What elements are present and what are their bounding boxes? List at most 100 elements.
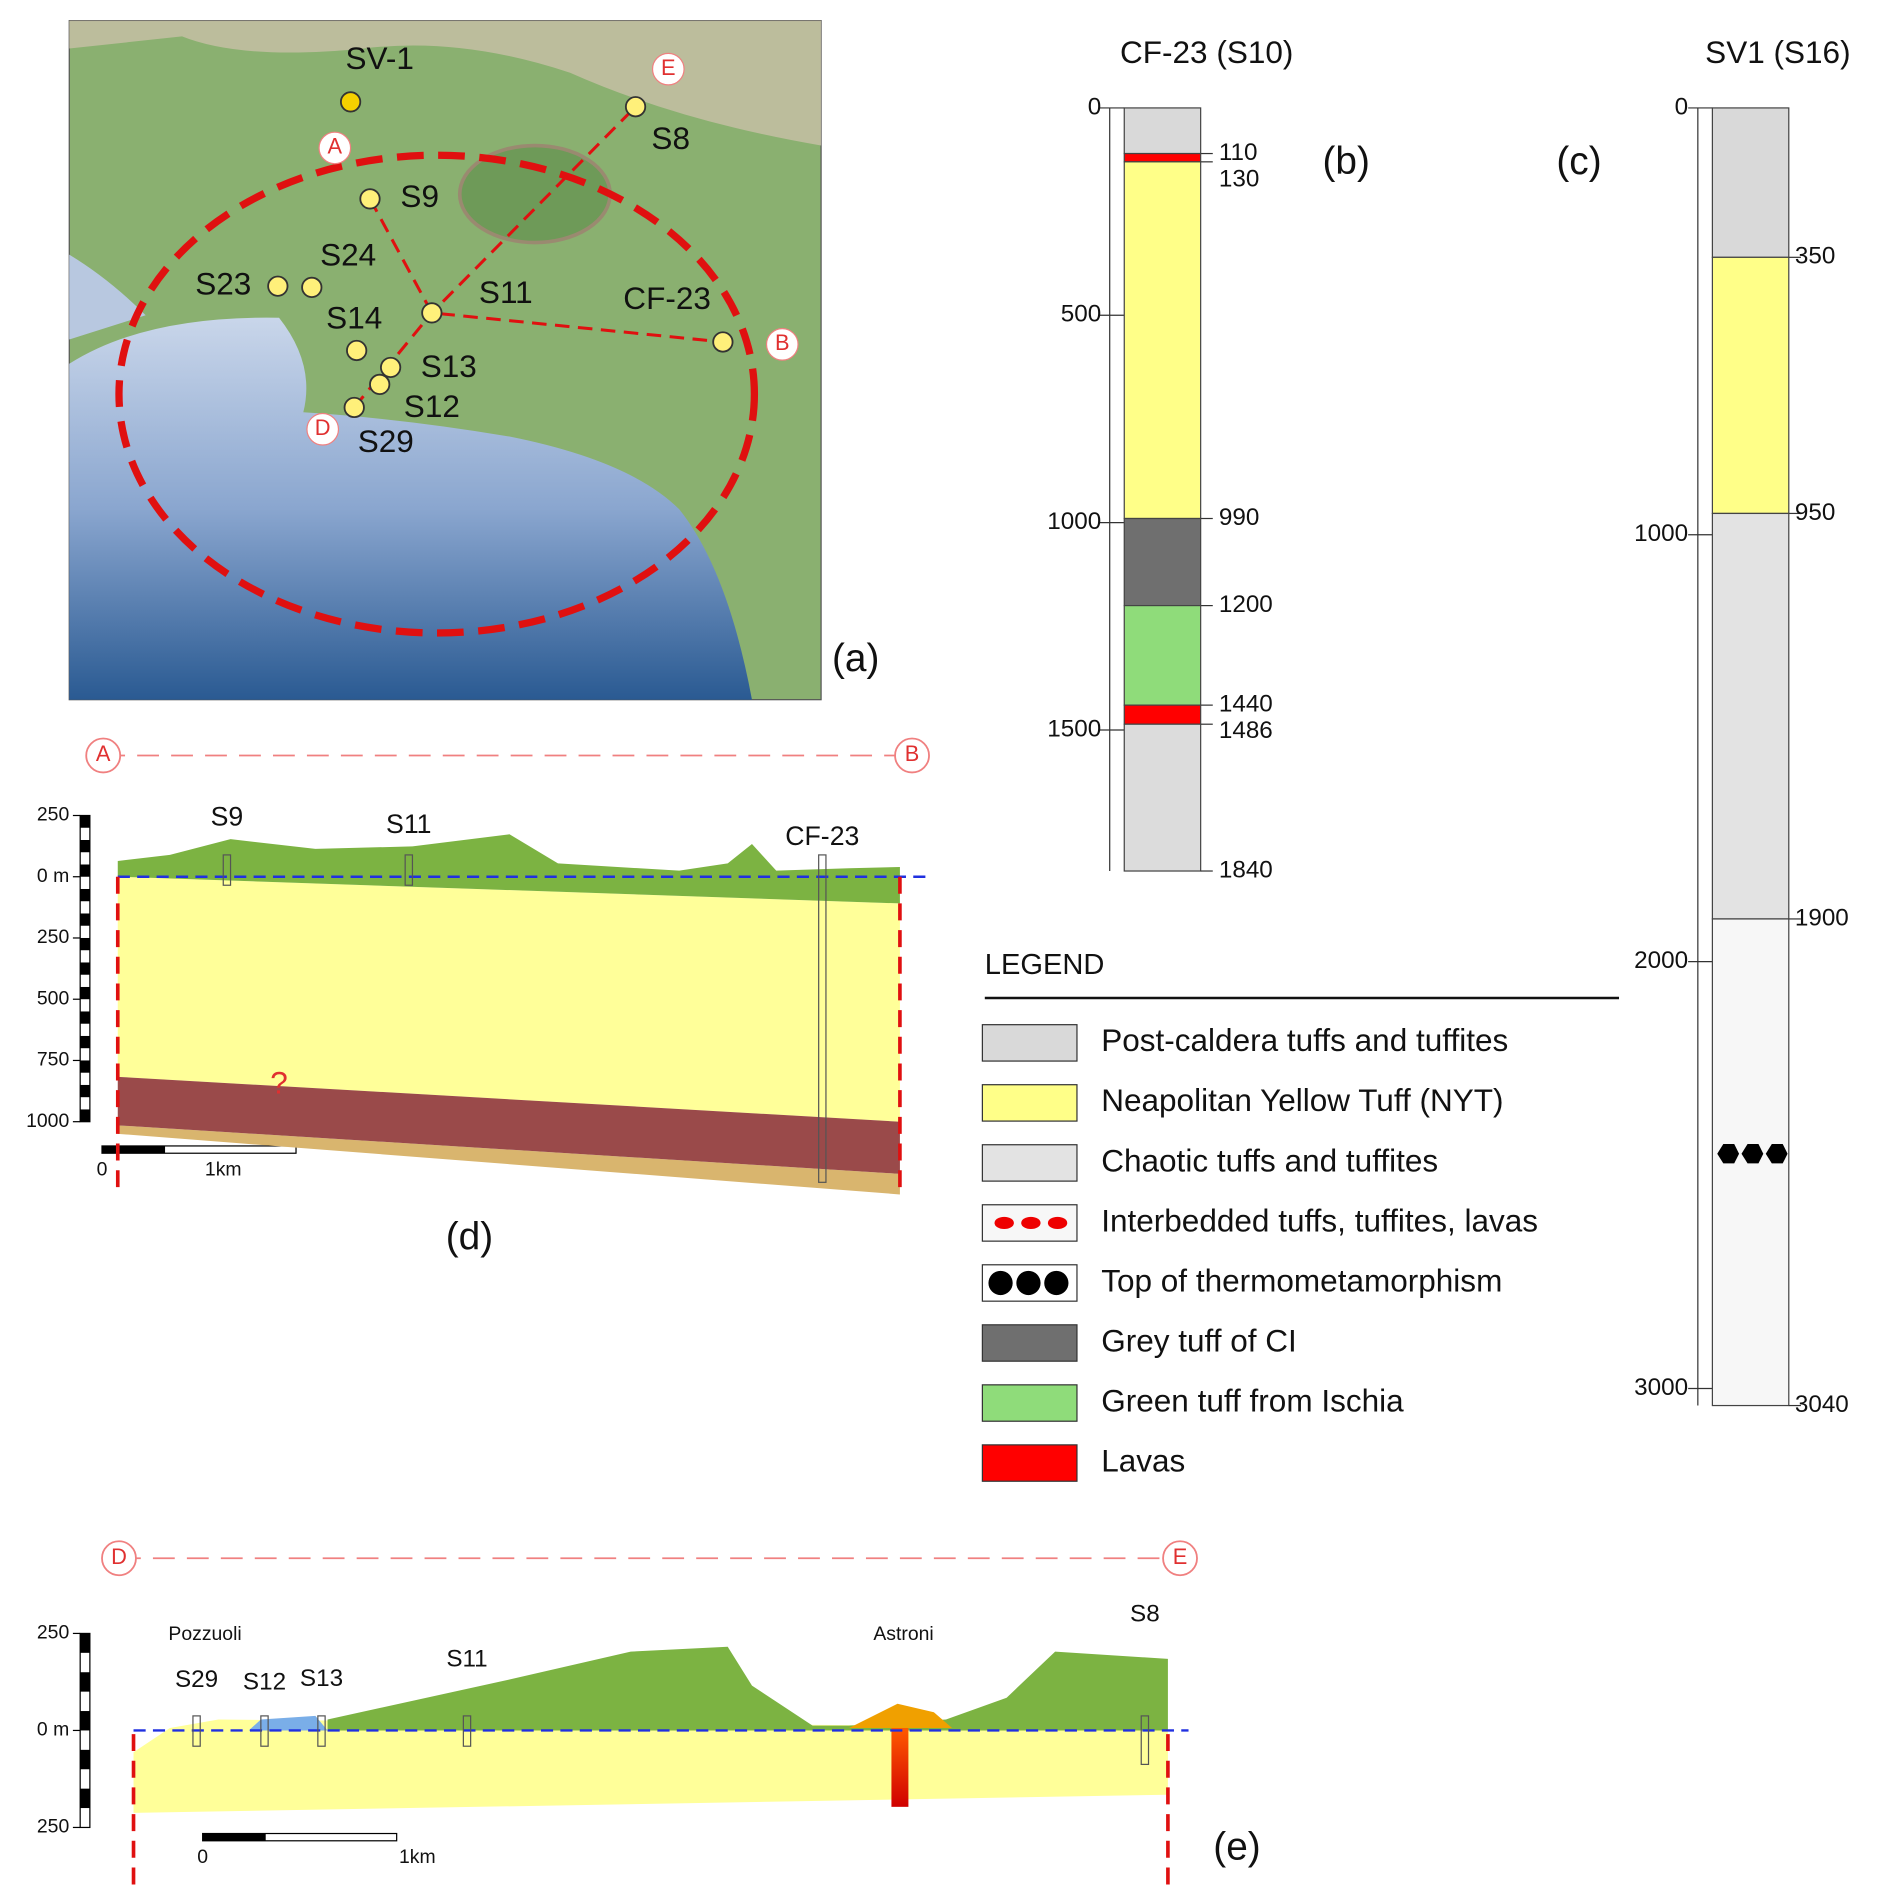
scale-block [80, 1011, 90, 1024]
log-title: SV1 (S16) [1705, 34, 1850, 70]
map [68, 20, 822, 701]
well-marker [339, 91, 362, 113]
boundary-label: 990 [1219, 504, 1259, 531]
y-tick-label: 250 [37, 1816, 70, 1838]
boundary-label: 110 [1219, 139, 1258, 166]
well [462, 1715, 472, 1747]
scale-label: 0 [197, 1846, 208, 1868]
scale-block [80, 1749, 90, 1770]
well-marker [359, 188, 381, 210]
legend-label: Neapolitan Yellow Tuff (NYT) [1101, 1082, 1503, 1118]
scale-block [80, 864, 90, 877]
legend-symbol [1016, 1270, 1041, 1296]
well-label: S12 [404, 388, 460, 424]
well [192, 1715, 201, 1747]
scale-block [80, 1084, 90, 1098]
y-tick-label: 1000 [1634, 520, 1688, 547]
well-marker [267, 275, 289, 297]
section-end-marker [85, 737, 122, 774]
section-end-label: A [328, 134, 343, 159]
legend-label: Lavas [1101, 1442, 1185, 1478]
section-end-label: D [315, 415, 331, 440]
scale-block [80, 1633, 90, 1653]
section-end-label: E [1173, 1544, 1188, 1569]
well [404, 854, 414, 886]
well-label: S11 [446, 1646, 487, 1673]
well-label: S8 [1130, 1601, 1160, 1628]
scale-block [80, 888, 90, 902]
well-marker [379, 356, 402, 379]
well-marker [624, 96, 647, 118]
section-end-label: A [96, 741, 111, 766]
boundary-label: 950 [1795, 499, 1835, 526]
panel-label: (d) [446, 1216, 493, 1259]
green-layer [327, 1646, 1168, 1731]
section-end-marker [318, 131, 352, 165]
boundary-label: 1486 [1219, 717, 1273, 744]
well [317, 1715, 326, 1747]
section-end-marker [765, 328, 799, 361]
place-label: Pozzuoli [168, 1623, 241, 1645]
astroni [848, 1703, 953, 1729]
boundary-label: 350 [1795, 243, 1835, 270]
thermo-marker [1741, 1144, 1764, 1164]
layer [1123, 107, 1202, 155]
layer [1123, 604, 1202, 706]
layer [1711, 256, 1790, 515]
layer [1123, 152, 1202, 163]
legend-swatch [981, 1084, 1078, 1122]
well-label: S24 [320, 236, 376, 272]
legend-label: Chaotic tuffs and tuffites [1101, 1142, 1438, 1178]
thermo-marker [1717, 1144, 1740, 1164]
brown-layer [117, 1076, 900, 1174]
well-label: S29 [175, 1666, 218, 1693]
legend-symbol [988, 1270, 1013, 1296]
section-end-label: D [111, 1544, 127, 1569]
well-label: S9 [211, 802, 244, 832]
log-title: CF-23 (S10) [1120, 34, 1293, 70]
well-label: S29 [358, 423, 414, 459]
legend-label: Grey tuff of CI [1101, 1322, 1297, 1358]
section-end-label: E [661, 55, 676, 80]
legend-label: Post-caldera tuffs and tuffites [1101, 1022, 1508, 1058]
scale-block [80, 839, 90, 853]
well-label: S23 [195, 266, 251, 302]
well-label: CF-23 [623, 280, 711, 316]
legend-swatch [981, 1024, 1078, 1062]
annotation: ? [270, 1065, 288, 1101]
scale-block [80, 1035, 90, 1049]
boundary-label: 1900 [1795, 904, 1849, 931]
y-tick-label: 750 [37, 1049, 70, 1071]
well-label: CF-23 [785, 821, 859, 851]
legend-symbol [1021, 1216, 1041, 1230]
well-marker [369, 373, 391, 396]
layer [1711, 512, 1790, 920]
legend-label: Green tuff from Ischia [1101, 1382, 1404, 1418]
legend-swatch [981, 1384, 1078, 1422]
scale-label: 0 [97, 1158, 108, 1180]
thermo-marker [1765, 1144, 1788, 1164]
layer [1123, 723, 1202, 872]
layer [1123, 517, 1202, 607]
place-label: Astroni [873, 1623, 933, 1645]
well-label: S12 [243, 1669, 286, 1696]
layer [1711, 107, 1790, 258]
legend-title: LEGEND [985, 949, 1105, 981]
yellow-layer [117, 876, 900, 1122]
scale-block [80, 1060, 90, 1073]
scale-block [80, 1788, 90, 1809]
well-label: S8 [651, 120, 690, 156]
legend-swatch [981, 1324, 1078, 1362]
panel-label: (b) [1322, 140, 1369, 183]
well-marker [343, 396, 365, 419]
well-label: S14 [326, 299, 382, 335]
legend-label: Top of thermometamorphism [1101, 1262, 1502, 1298]
boundary-label: 130 [1219, 166, 1259, 193]
well-marker [346, 339, 368, 362]
y-tick-label: 0 [1675, 93, 1689, 120]
boundary-label: 1200 [1219, 591, 1273, 618]
section-end-marker [1162, 1540, 1198, 1577]
km-bar [202, 1833, 266, 1841]
y-tick-label: 250 [37, 1622, 70, 1644]
